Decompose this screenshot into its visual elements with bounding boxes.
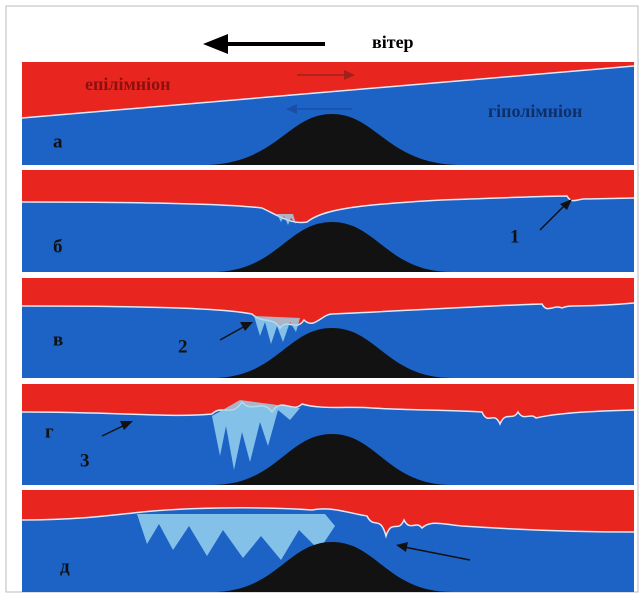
marker-label: 1 bbox=[510, 226, 520, 247]
marker-label: 2 bbox=[178, 336, 188, 357]
marker-label: 3 bbox=[80, 450, 90, 471]
figure: вітер епілімніон гіполімніон а б 1 в 2 г… bbox=[0, 0, 644, 595]
upper-layer-label: епілімніон bbox=[85, 74, 170, 94]
panel-label: г bbox=[45, 421, 54, 442]
wind-label: вітер bbox=[372, 32, 414, 52]
panel-d bbox=[22, 384, 634, 485]
lower-layer-label: гіполімніон bbox=[488, 101, 582, 121]
panel-label: б bbox=[53, 236, 63, 257]
panel-b bbox=[22, 170, 634, 272]
panel-e bbox=[22, 490, 634, 592]
panel-label: д bbox=[60, 556, 70, 577]
wind-arrow bbox=[203, 34, 325, 54]
panel-c bbox=[22, 278, 634, 378]
panel-label: в bbox=[53, 329, 63, 350]
panel-label: а bbox=[53, 131, 63, 152]
